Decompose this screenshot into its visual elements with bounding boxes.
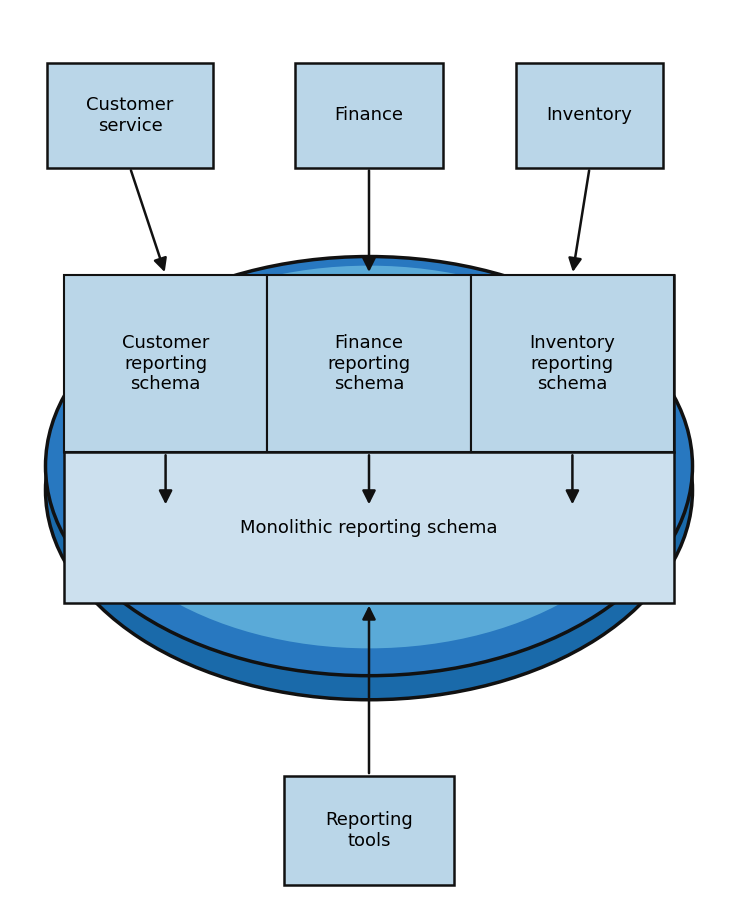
Ellipse shape [46,281,692,700]
Bar [64,275,674,603]
Bar [284,776,454,886]
Text: Finance: Finance [334,106,404,124]
Bar [64,275,267,452]
Text: Monolithic reporting schema: Monolithic reporting schema [241,518,497,537]
Bar [516,63,663,167]
Bar [267,275,471,452]
Bar [471,275,674,452]
Text: Finance
reporting
schema: Finance reporting schema [328,334,410,393]
Text: Reporting
tools: Reporting tools [325,812,413,850]
Text: Inventory: Inventory [547,106,632,124]
Ellipse shape [72,266,666,648]
Text: Customer
reporting
schema: Customer reporting schema [122,334,210,393]
Ellipse shape [46,257,692,675]
Text: Customer
service: Customer service [86,96,173,134]
Text: Inventory
reporting
schema: Inventory reporting schema [529,334,615,393]
Bar [47,63,213,167]
Bar [295,63,443,167]
